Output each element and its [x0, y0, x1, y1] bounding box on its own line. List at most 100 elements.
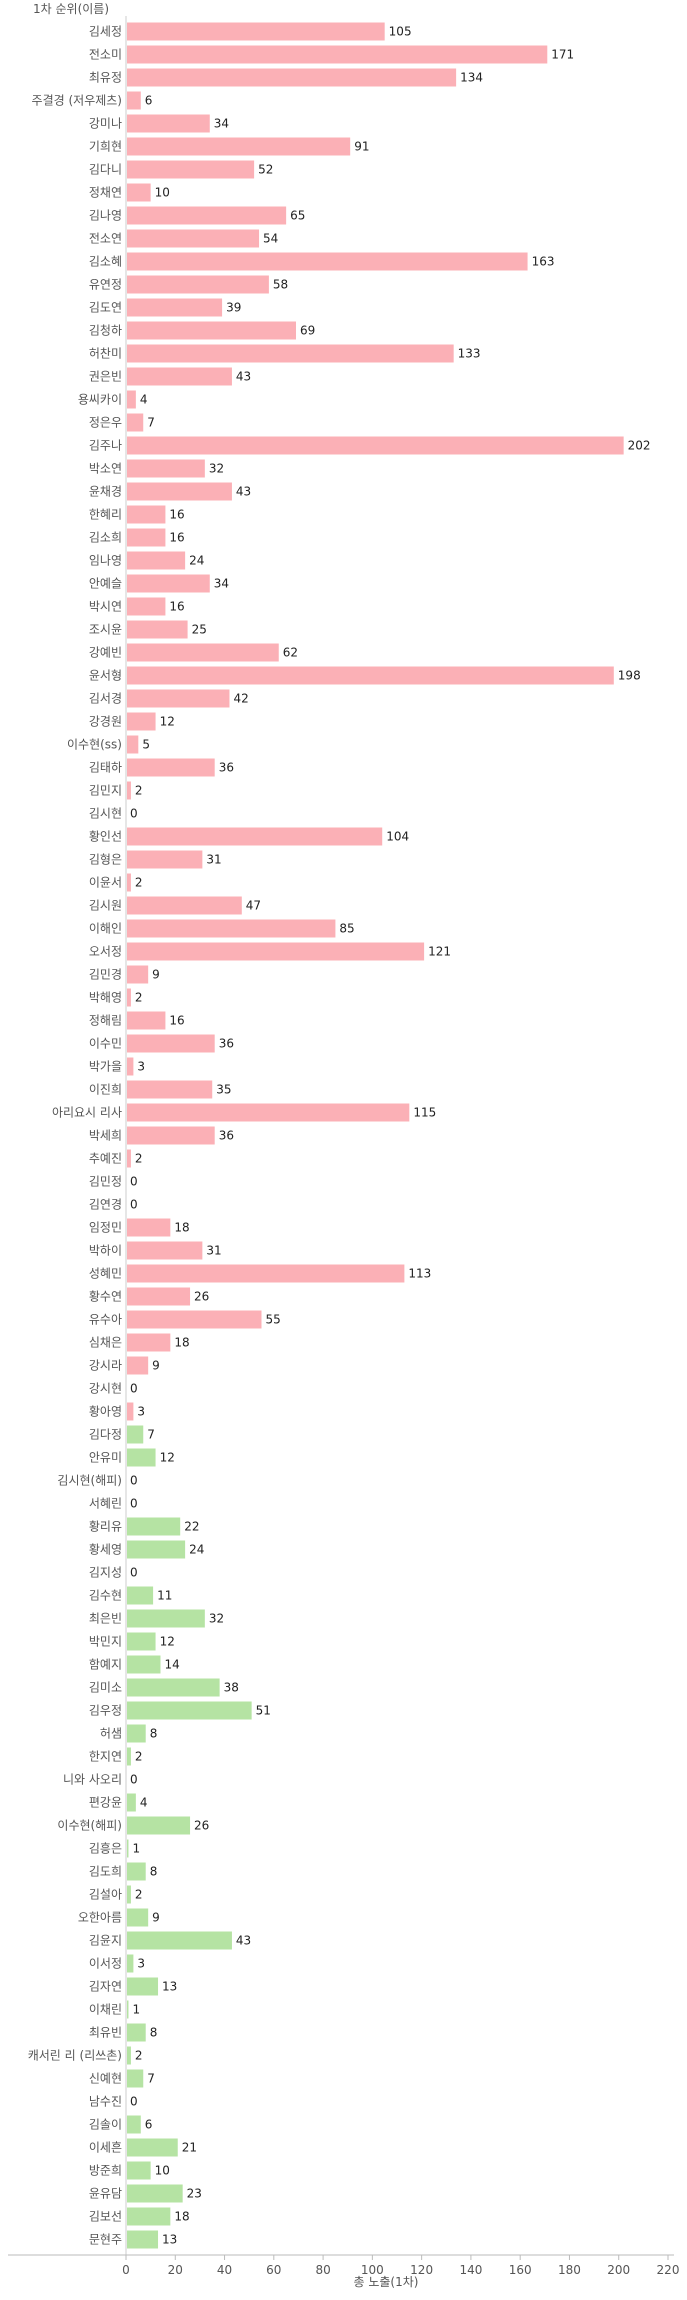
value-label: 3: [137, 1060, 145, 1074]
bar: [127, 252, 528, 271]
category-label: 김시원: [89, 899, 122, 913]
category-label: 안예슬: [89, 577, 122, 591]
bar: [127, 1586, 154, 1605]
value-label: 171: [551, 48, 574, 62]
bar: [127, 1448, 156, 1467]
value-label: 43: [236, 1934, 251, 1948]
bar: [127, 735, 139, 754]
category-label: 권은빈: [89, 370, 122, 384]
category-label: 안유미: [89, 1451, 122, 1465]
value-label: 121: [428, 945, 451, 959]
value-label: 24: [189, 554, 204, 568]
bar: [127, 1517, 181, 1536]
value-label: 105: [389, 25, 412, 39]
value-label: 7: [147, 1428, 155, 1442]
bar: [127, 1816, 191, 1835]
category-label: 김태하: [89, 761, 122, 775]
bar: [127, 1885, 131, 1904]
value-label: 2: [135, 1750, 143, 1764]
value-label: 32: [209, 462, 224, 476]
bar: [127, 137, 351, 156]
bar: [127, 1103, 410, 1122]
category-label: 김청하: [89, 324, 122, 338]
value-label: 8: [150, 2026, 158, 2040]
category-label: 김지성: [89, 1566, 122, 1580]
value-label: 16: [169, 531, 184, 545]
value-label: 34: [214, 117, 229, 131]
bar: [127, 873, 131, 892]
bar: [127, 160, 255, 179]
value-label: 3: [137, 1405, 145, 1419]
value-label: 8: [150, 1865, 158, 1879]
value-label: 2: [135, 991, 143, 1005]
bar: [127, 1402, 134, 1421]
value-label: 12: [160, 1635, 175, 1649]
category-label: 김시현(해피): [57, 1474, 122, 1488]
value-label: 22: [184, 1520, 199, 1534]
value-label: 18: [174, 1221, 189, 1235]
value-label: 39: [226, 301, 241, 315]
bar: [127, 1080, 213, 1099]
x-tick-label: 0: [122, 2263, 130, 2277]
value-label: 43: [236, 485, 251, 499]
category-label: 강미나: [89, 117, 122, 131]
value-label: 115: [413, 1106, 436, 1120]
value-label: 91: [354, 140, 369, 154]
value-label: 104: [386, 830, 409, 844]
bar: [127, 2115, 141, 2134]
category-label: 정은우: [89, 416, 122, 430]
bar: [127, 1609, 205, 1628]
category-label: 캐서린 리 (리쓰촌): [28, 2049, 122, 2063]
value-label: 1: [132, 2003, 140, 2017]
value-label: 0: [130, 2095, 138, 2109]
category-label: 박민지: [89, 1635, 122, 1649]
value-label: 36: [219, 761, 234, 775]
bar: [127, 2069, 144, 2088]
category-label: 김자연: [89, 1980, 122, 1994]
bar: [127, 551, 186, 570]
value-label: 26: [194, 1290, 209, 1304]
bar: [127, 781, 131, 800]
category-label: 김수현: [89, 1589, 122, 1603]
bar: [127, 620, 188, 639]
category-label: 정채연: [89, 186, 122, 200]
bar: [127, 367, 232, 386]
x-tick-label: 80: [315, 2263, 330, 2277]
value-label: 12: [160, 1451, 175, 1465]
value-label: 7: [147, 2072, 155, 2086]
value-label: 25: [192, 623, 207, 637]
value-label: 85: [339, 922, 354, 936]
bar: [127, 1149, 131, 1168]
value-label: 54: [263, 232, 278, 246]
bar: [127, 1425, 144, 1444]
bar: [127, 666, 614, 685]
bar: [127, 91, 141, 110]
category-label: 이수민: [89, 1037, 122, 1051]
value-label: 26: [194, 1819, 209, 1833]
bar: [127, 482, 232, 501]
bar: [127, 942, 425, 961]
category-label: 김민지: [89, 784, 122, 798]
bar: [127, 574, 210, 593]
category-label: 박소연: [89, 462, 122, 476]
category-label: 강시현: [89, 1382, 122, 1396]
value-label: 9: [152, 1359, 160, 1373]
category-label: 오서정: [89, 945, 122, 959]
bar: [127, 2207, 171, 2226]
category-label: 전소연: [89, 232, 122, 246]
category-label: 황세영: [89, 1543, 122, 1557]
bar: [127, 2138, 178, 2157]
x-tick-label: 60: [266, 2263, 281, 2277]
category-label: 임정민: [89, 1221, 122, 1235]
category-label: 김주나: [89, 439, 122, 453]
category-label: 윤유담: [89, 2187, 122, 2201]
bar: [127, 1747, 131, 1766]
value-label: 6: [145, 94, 153, 108]
category-label: 오한아름: [78, 1911, 122, 1925]
category-label: 편강윤: [89, 1796, 122, 1810]
category-label: 김우정: [89, 1704, 122, 1718]
bar: [127, 1034, 215, 1053]
value-label: 0: [130, 807, 138, 821]
category-label: 추예진: [89, 1152, 122, 1166]
